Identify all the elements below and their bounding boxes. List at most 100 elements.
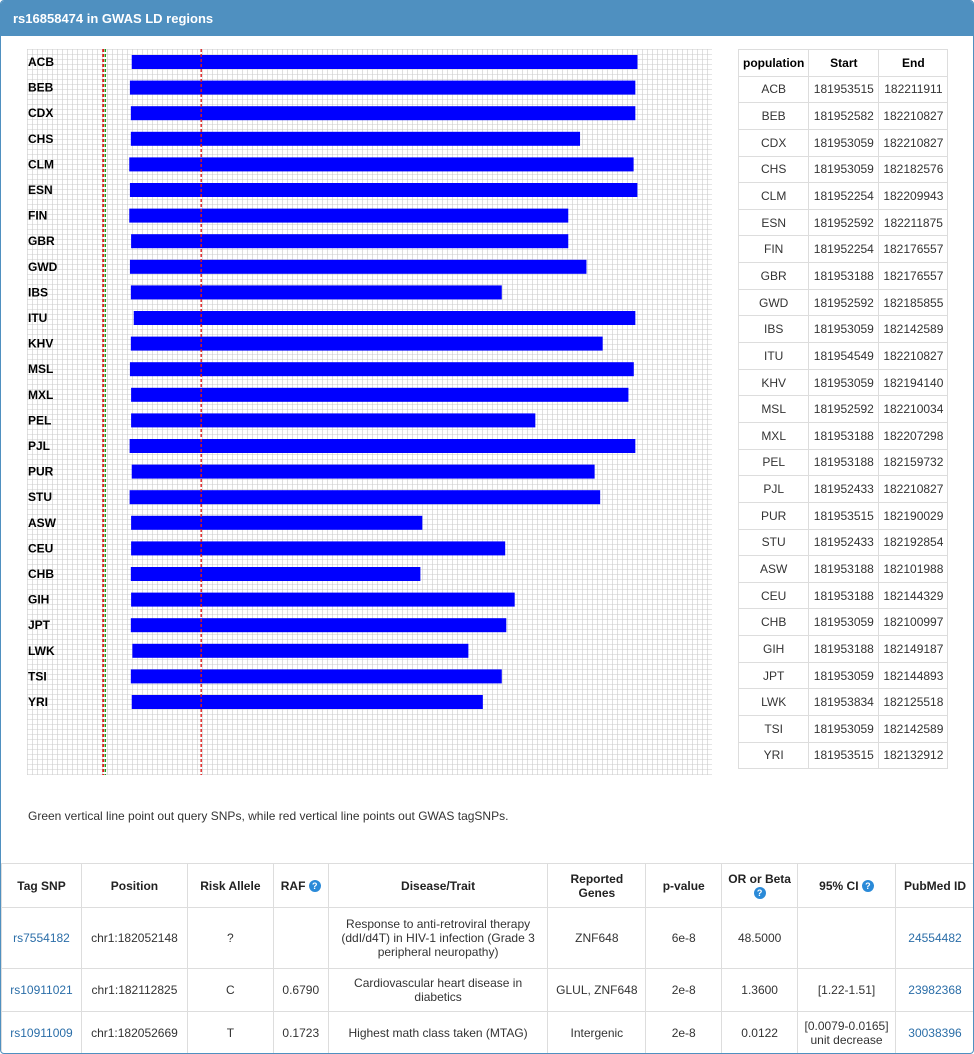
ld-bar-stu [129,490,601,505]
start-cell: 181952592 [808,208,880,237]
ld-bar-tsi [130,669,502,684]
ci-help-icon[interactable]: ? [861,880,874,893]
pubmed-link[interactable]: 23982368 [908,983,962,997]
ld-bar-gbr [131,234,569,249]
col-position: Position [80,863,188,908]
ci-cell: [0.0079-0.0165] unit decrease [797,1011,896,1053]
start-cell: 181953059 [808,368,880,397]
col-tag-snp: Tag SNP [1,863,82,908]
gwas-tag-snp-table: Tag SNP Position Risk Allele RAF ? Disea… [1,863,973,1053]
pubmed-cell: 30038396 [894,1011,973,1053]
ci-cell [797,907,896,969]
ld-table-row: PUR 181953515 182190029 [737,501,949,530]
population-label-chb: CHB [28,567,54,581]
end-cell: 182209943 [878,182,949,210]
p-value-cell: 6e-8 [645,907,723,969]
end-cell: 182149187 [878,635,949,663]
ld-table-row: TSI 181953059 182142589 [737,715,949,743]
population-cell: ACB [737,75,810,104]
ld-table-row: STU 181952433 182192854 [737,528,949,557]
end-cell: 182142589 [878,315,949,344]
col-or-beta: OR or Beta? [721,863,799,908]
end-cell: 182185855 [878,288,949,317]
ld-bar-chs [130,131,581,146]
population-cell: ASW [737,555,810,583]
pubmed-link[interactable]: 24554482 [908,931,962,945]
col-raf: RAF ? [272,863,329,908]
or-beta-help-icon[interactable]: ? [753,887,766,900]
population-label-pjl: PJL [28,439,50,453]
ci-label: 95% CI [819,878,859,893]
ld-table-row: KHV 181953059 182194140 [737,368,949,397]
col-disease-trait: Disease/Trait [327,863,549,908]
col-population: population [737,49,810,77]
start-cell: 181953059 [808,661,880,690]
ld-table-row: ITU 181954549 182210827 [737,342,949,370]
ld-table-row: ESN 181952592 182211875 [737,208,949,237]
start-cell: 181953059 [808,155,880,184]
population-cell: PEL [737,448,810,477]
ld-bar-khv [130,336,603,351]
pubmed-link[interactable]: 30038396 [908,1026,962,1040]
population-label-stu: STU [28,490,52,504]
pubmed-cell: 24554482 [894,907,973,969]
ld-table-row: BEB 181952582 182210827 [737,102,949,130]
col-p-value: p-value [645,863,723,908]
or-beta-cell: 0.0122 [721,1011,799,1053]
end-cell: 182190029 [878,501,949,530]
population-cell: IBS [737,315,810,344]
genes-cell: ZNF648 [547,907,647,969]
end-cell: 182211911 [878,75,949,104]
population-label-gwd: GWD [28,260,58,274]
col-start: Start [808,49,880,77]
population-cell: KHV [737,368,810,397]
population-label-fin: FIN [28,209,47,223]
population-label-tsi: TSI [28,669,47,683]
tag-snp-link[interactable]: rs10911021 [10,983,73,997]
tag-snp-link[interactable]: rs7554182 [13,931,70,945]
ld-bar-yri [131,695,483,709]
population-cell: MXL [737,421,810,450]
ld-bar-lwk [132,643,469,658]
end-cell: 182144893 [878,661,949,690]
ld-table-row: LWK 181953834 182125518 [737,688,949,717]
population-cell: STU [737,528,810,557]
ld-table-row: YRI 181953515 182132912 [737,741,949,770]
risk-allele-cell: C [186,968,274,1012]
population-label-pur: PUR [28,465,54,479]
end-cell: 182176557 [878,235,949,264]
population-label-acb: ACB [28,55,54,69]
end-cell: 182210827 [878,342,949,370]
tag-snp-link[interactable]: rs10911009 [10,1026,73,1040]
population-label-msl: MSL [28,362,53,376]
chart-legend-note: Green vertical line point out query SNPs… [28,809,509,823]
gwas-row: rs7554182 chr1:182052148 ? Response to a… [1,907,973,969]
end-cell: 182192854 [878,528,949,557]
population-label-mxl: MXL [28,388,53,402]
end-cell: 182142589 [878,715,949,743]
population-cell: LWK [737,688,810,717]
end-cell: 182210827 [878,102,949,130]
end-cell: 182194140 [878,368,949,397]
ld-bar-asw [131,515,423,530]
panel-title: rs16858474 in GWAS LD regions [1,1,973,36]
col-end: End [878,49,949,77]
ld-bar-ibs [130,285,502,300]
col-95-ci: 95% CI ? [797,863,896,908]
raf-help-icon[interactable]: ? [308,880,321,893]
start-cell: 181953059 [808,608,880,637]
gwas-header-row: Tag SNP Position Risk Allele RAF ? Disea… [1,863,973,908]
pubmed-cell: 23982368 [894,968,973,1012]
start-cell: 181953515 [808,741,880,770]
end-cell: 182101988 [878,555,949,583]
population-cell: ITU [737,342,810,370]
position-cell: chr1:182052148 [80,907,188,969]
risk-allele-cell: ? [186,907,274,969]
ld-table-row: PJL 181952433 182210827 [737,475,949,503]
population-label-gih: GIH [28,593,49,607]
genes-cell: Intergenic [547,1011,647,1053]
end-cell: 182182576 [878,155,949,184]
population-label-clm: CLM [28,157,54,171]
ld-bar-pel [131,413,536,428]
